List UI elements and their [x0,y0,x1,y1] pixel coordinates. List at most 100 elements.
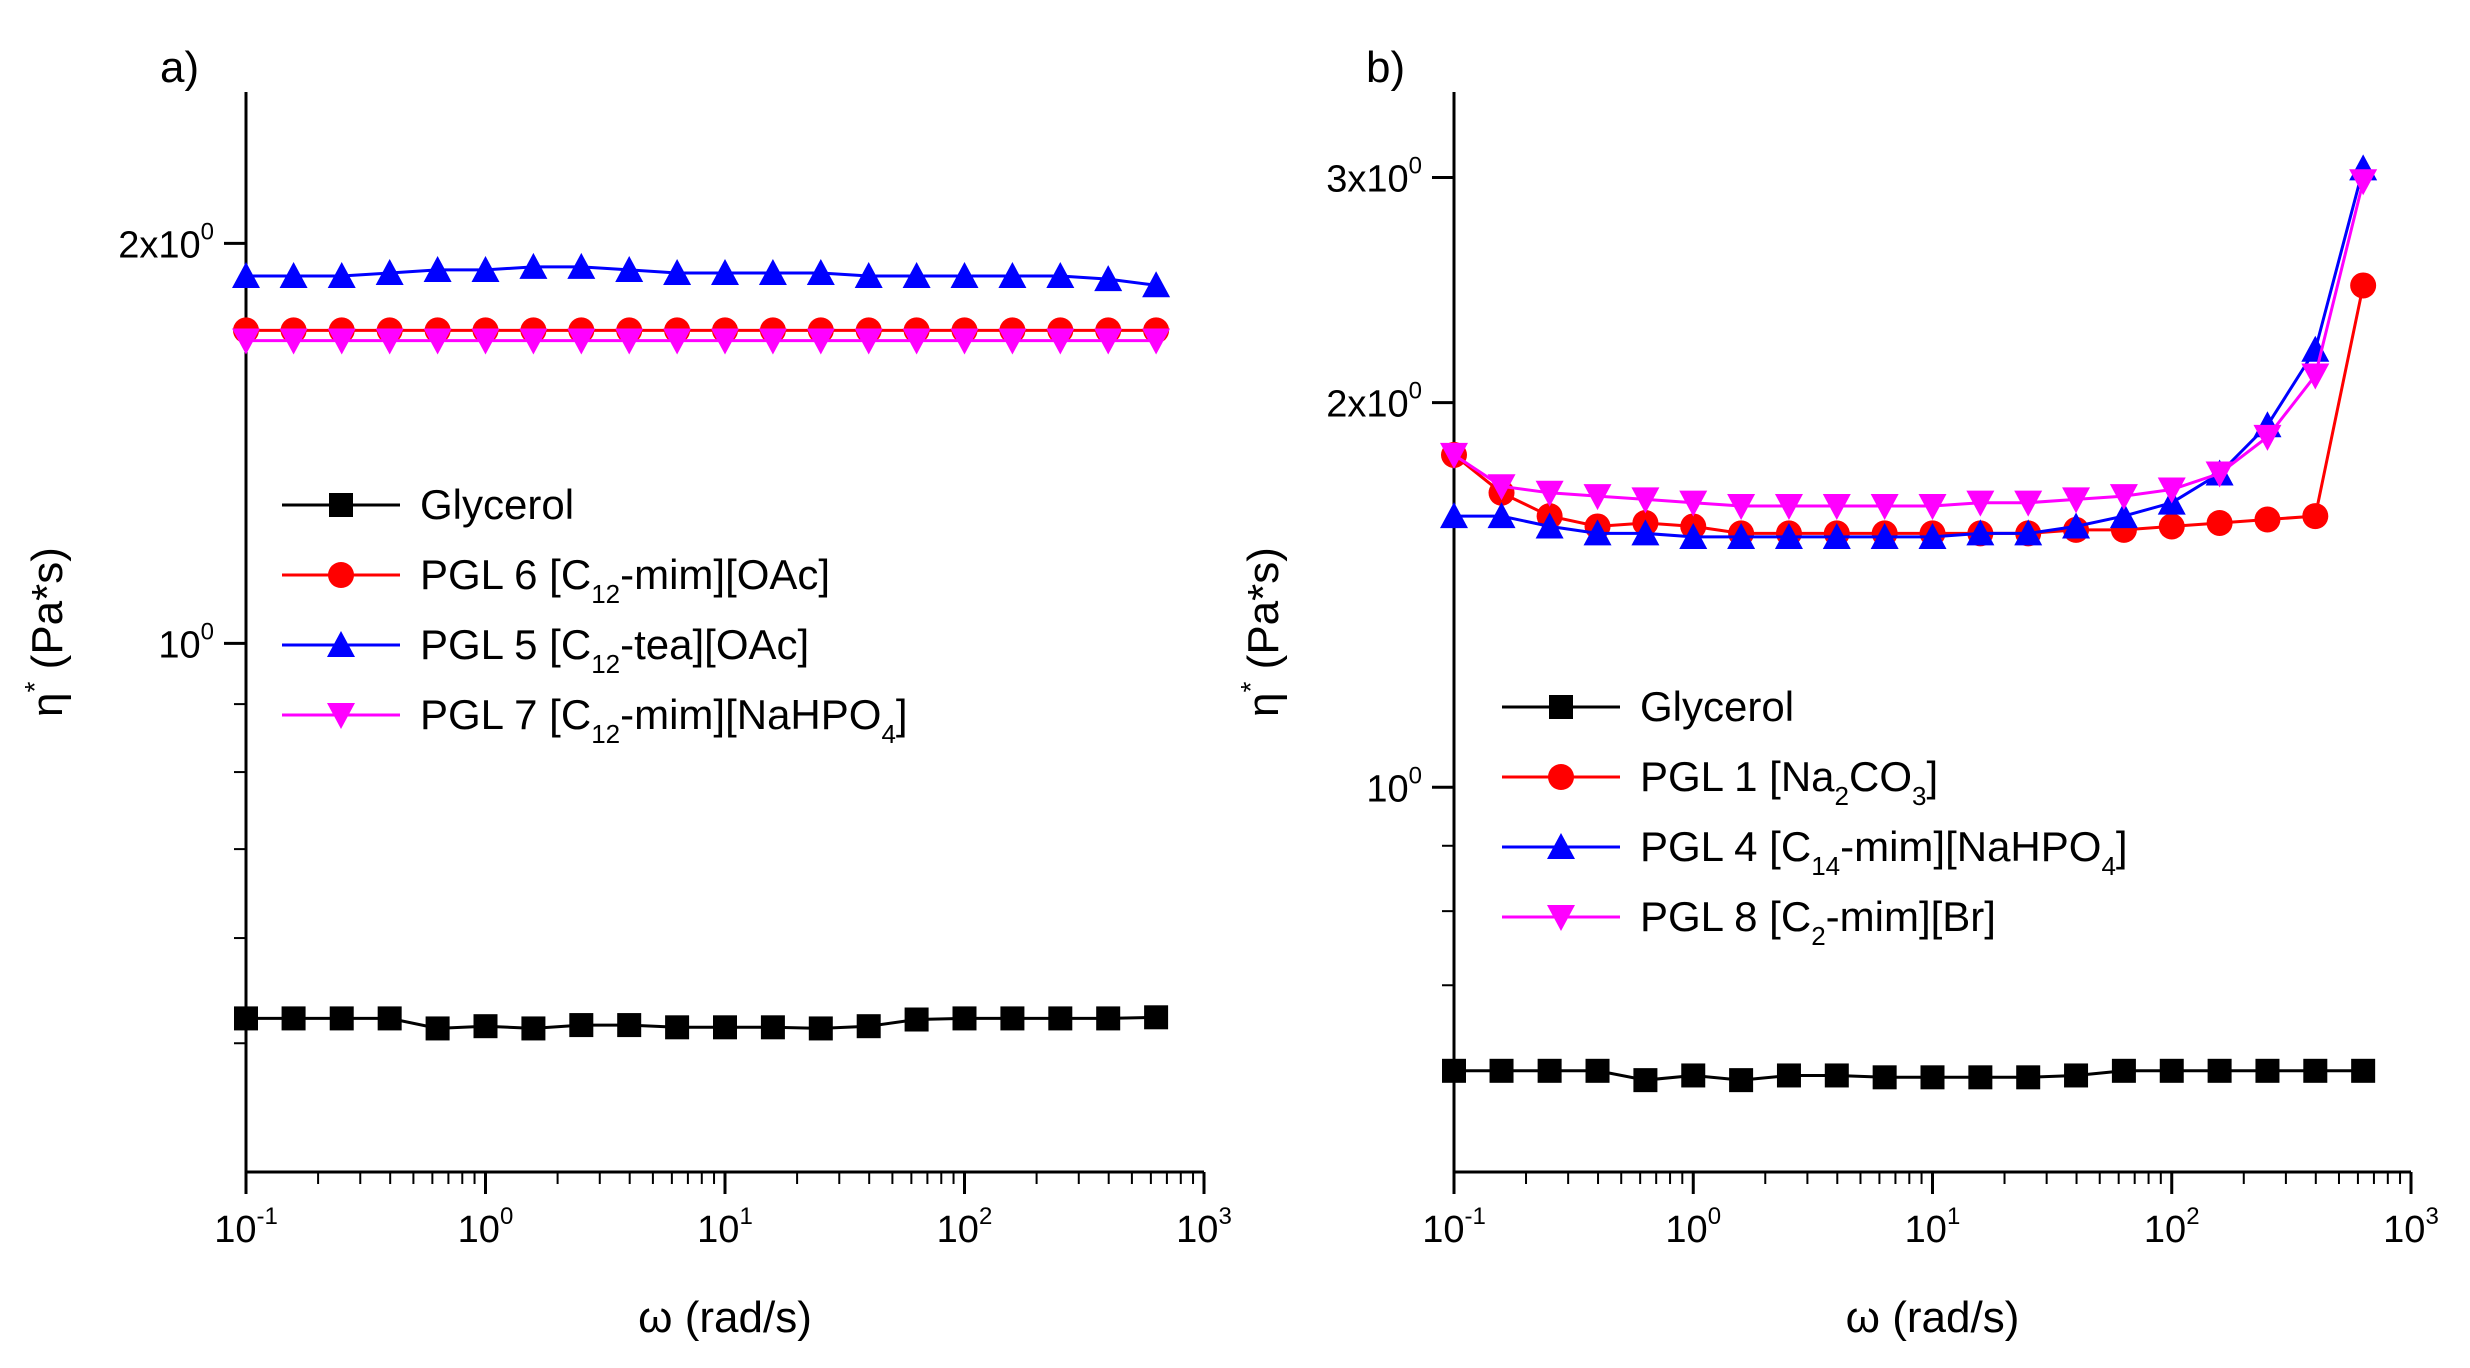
y-tick-label: 100 [1366,762,1422,810]
data-point [902,262,931,289]
x-tick-label: 103 [2383,1203,2439,1251]
data-point [998,328,1027,355]
data-point [1776,1063,1801,1088]
x-tick-label: 100 [458,1203,514,1251]
data-point [904,1007,929,1032]
legend-label: PGL 5 [C12-tea][OAc] [420,621,809,679]
data-point [950,328,979,355]
series-2 [1440,154,2378,549]
data-point [1583,484,1612,511]
data-point [2158,513,2185,540]
data-point [2064,1063,2089,1088]
legend-label: PGL 8 [C2-mim][Br] [1640,893,1996,951]
data-point [2302,503,2329,530]
x-tick-label: 101 [697,1203,753,1251]
series-3 [232,328,1171,355]
data-point [471,328,500,355]
data-point [2014,490,2043,517]
y-tick-label: 2x100 [118,218,214,266]
data-point [758,328,787,355]
data-point [2206,509,2233,536]
data-point [1094,265,1123,292]
data-point [375,328,404,355]
data-point [1096,1006,1121,1031]
data-point [2253,424,2282,451]
data-point [2205,461,2234,488]
data-point [1487,474,1516,501]
x-tick-label: 101 [1905,1203,1961,1251]
data-point [663,258,692,285]
data-point [1631,519,1660,546]
y-tick-label: 100 [158,618,214,666]
data-point [1142,328,1171,355]
data-point [1774,522,1803,549]
data-point [856,1014,881,1039]
data-point [950,262,979,289]
series-line [1453,180,2365,508]
data-point [1633,1068,1658,1093]
data-point [2303,1058,2328,1083]
legend-item: PGL 5 [C12-tea][OAc] [282,621,809,679]
data-point [327,328,356,355]
data-point [1966,519,1995,546]
data-point [1679,490,1708,517]
x-tick-label: 103 [1176,1203,1232,1251]
data-point [1535,512,1564,539]
data-point [473,1014,498,1039]
series-0 [1442,1058,2376,1093]
data-point [519,252,548,279]
data-point [2062,487,2091,514]
data-point [806,328,835,355]
panel-a: a) 10-1 100 101 102 103 100 2x100 ω (rad/s) η* (P… [19,43,1232,1342]
data-point [1583,519,1612,546]
data-point [519,328,548,355]
data-point [1918,494,1947,521]
legend-marker [327,631,355,657]
data-point [423,255,452,282]
series-0 [234,1005,1169,1041]
legend: Glycerol PGL 6 [C12-mim][OAc] PGL 5 [C12-t… [282,481,908,749]
data-point [1679,522,1708,549]
data-point [1046,262,1075,289]
data-point [1872,1065,1897,1090]
data-point [423,328,452,355]
legend-label: PGL 7 [C12-mim][NaHPO4] [420,691,908,749]
series-3 [1440,169,2378,521]
panel-label: a) [160,43,199,92]
data-point [2111,1058,2136,1083]
data-point [1144,1005,1169,1030]
data-point [2350,272,2377,299]
data-point [758,258,787,285]
data-point [665,1015,690,1040]
data-point [1631,487,1660,514]
data-point [1000,1006,1025,1031]
data-point [2016,1065,2041,1090]
y-axis-label: η* (Pa*s) [1235,547,1288,717]
data-point [1681,1063,1706,1088]
data-point [711,328,739,355]
x-tick-label: 102 [937,1203,993,1251]
legend-marker [1547,833,1575,859]
data-point [1537,1058,1562,1083]
data-point [1046,328,1075,355]
data-point [902,328,931,355]
data-point [2254,506,2281,533]
y-tick-label: 3x100 [1326,153,1422,201]
legend-item: PGL 8 [C2-mim][Br] [1502,893,1996,951]
panel-b: b) 10-1 100 101 102 103 100 2x100 3x100 ω (rad/s)… [1235,43,2439,1342]
data-point [663,328,692,355]
data-point [1920,1065,1945,1090]
data-point [808,1016,833,1041]
data-point [2159,1058,2184,1083]
data-point [2062,512,2091,539]
data-point [377,1006,402,1031]
data-point [1870,522,1899,549]
data-point [2301,363,2330,390]
data-point [1918,522,1947,549]
data-point [279,262,308,289]
data-point [1489,1058,1514,1083]
data-point [1729,1068,1754,1093]
data-point [713,1015,737,1040]
data-point [1048,1006,1073,1031]
x-tick-label: 102 [2144,1203,2200,1251]
